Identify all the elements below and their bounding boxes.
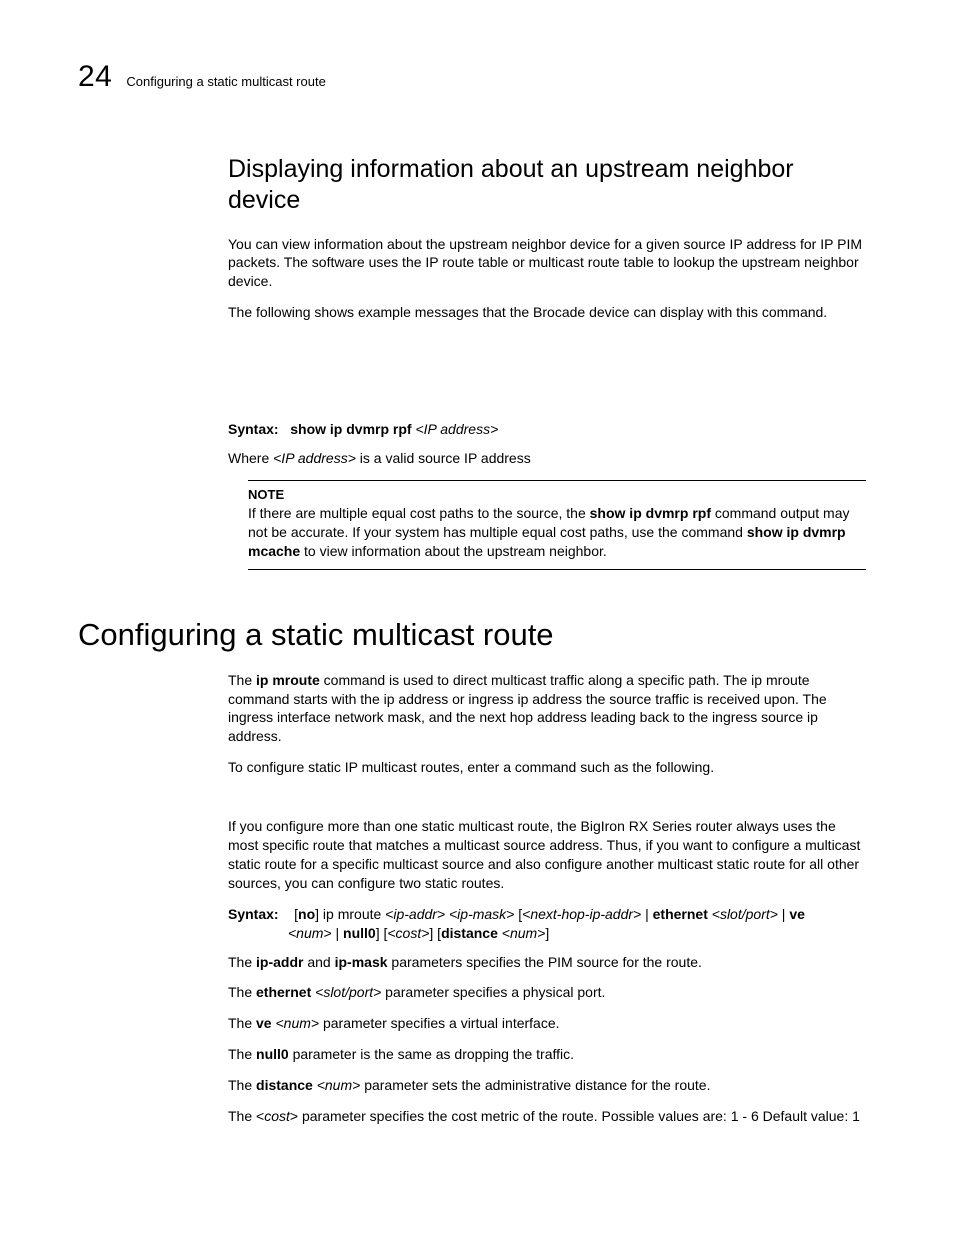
text: The [228, 1077, 256, 1093]
running-title: Configuring a static multicast route [126, 74, 325, 89]
paragraph: The distance <num> parameter sets the ad… [228, 1076, 866, 1095]
kw: ve [256, 1015, 272, 1031]
kw: distance [256, 1077, 313, 1093]
text: is a valid source IP address [356, 450, 531, 466]
note-label: NOTE [248, 487, 866, 502]
text: <IP address> [273, 450, 356, 466]
arg: <slot/port> [315, 984, 381, 1000]
paragraph: To configure static IP multicast routes,… [228, 758, 866, 777]
paragraph: The <cost> parameter specifies the cost … [228, 1107, 866, 1126]
text: parameters specifies the PIM source for … [388, 954, 702, 970]
section-heading-main: Configuring a static multicast route [78, 616, 876, 653]
arg: <ip-addr> [385, 906, 445, 922]
text [282, 906, 290, 922]
arg: <ip-mask> [449, 906, 514, 922]
text: parameter specifies a physical port. [381, 984, 605, 1000]
text: If there are multiple equal cost paths t… [248, 505, 590, 521]
syntax-label: Syntax: [228, 421, 279, 437]
arg: <num> [317, 1077, 361, 1093]
text: Where [228, 450, 273, 466]
chapter-number: 24 [78, 60, 112, 94]
text: The < [228, 1108, 264, 1124]
cmd: ip mroute [256, 672, 320, 688]
text: ] ip mroute [315, 906, 385, 922]
text: ] [545, 925, 549, 941]
paragraph: The following shows example messages tha… [228, 303, 866, 322]
text: > parameter specifies the cost metric of… [290, 1108, 860, 1124]
kw: ip-addr [256, 954, 303, 970]
arg: cost [264, 1108, 290, 1124]
paragraph: If you configure more than one static mu… [228, 817, 866, 893]
kw: distance [441, 925, 498, 941]
paragraph: You can view information about the upstr… [228, 235, 866, 292]
kw: no [298, 906, 315, 922]
text: The [228, 672, 256, 688]
arg: <num> [275, 1015, 319, 1031]
note-text: If there are multiple equal cost paths t… [248, 504, 866, 561]
syntax-label: Syntax: [228, 906, 279, 922]
text: The [228, 1046, 256, 1062]
kw: null0 [256, 1046, 289, 1062]
paragraph: The null0 parameter is the same as dropp… [228, 1045, 866, 1064]
syntax-cmd: show ip dvmrp rpf [290, 421, 411, 437]
paragraph: The ip mroute command is used to direct … [228, 671, 866, 747]
arg: <num> [502, 925, 546, 941]
text: ] [ [376, 925, 388, 941]
syntax-line: Syntax: show ip dvmrp rpf <IP address> [228, 420, 866, 439]
text: to view information about the upstream n… [300, 543, 607, 559]
paragraph: Where <IP address> is a valid source IP … [228, 449, 866, 468]
arg: <num> [288, 925, 332, 941]
kw: ethernet [653, 906, 708, 922]
section-static-mroute: The ip mroute command is used to direct … [228, 671, 866, 1126]
text: ] [ [429, 925, 441, 941]
syntax-line: Syntax: [ no] ip mroute <ip-addr> <ip-mas… [228, 905, 866, 943]
kw: ethernet [256, 984, 311, 1000]
syntax-arg: <IP address> [415, 421, 498, 437]
example-placeholder [228, 334, 866, 420]
paragraph: The ve <num> parameter specifies a virtu… [228, 1014, 866, 1033]
kw: ve [789, 906, 805, 922]
section-heading: Displaying information about an upstream… [228, 154, 866, 217]
text: parameter specifies a virtual interface. [319, 1015, 559, 1031]
text: The [228, 954, 256, 970]
text: | [332, 925, 343, 941]
section-upstream-neighbor: Displaying information about an upstream… [228, 154, 866, 570]
note-box: NOTE If there are multiple equal cost pa… [248, 480, 866, 570]
text: parameter sets the administrative distan… [360, 1077, 710, 1093]
text: parameter is the same as dropping the tr… [289, 1046, 574, 1062]
text: and [303, 954, 334, 970]
arg: <cost> [387, 925, 429, 941]
text: | [778, 906, 789, 922]
page: 24 Configuring a static multicast route … [0, 0, 954, 1235]
arg: <next-hop-ip-addr> [522, 906, 641, 922]
paragraph: The ethernet <slot/port> parameter speci… [228, 983, 866, 1002]
example-placeholder [228, 789, 866, 817]
running-header: 24 Configuring a static multicast route [78, 60, 876, 94]
cmd: show ip dvmrp rpf [590, 505, 711, 521]
kw: null0 [343, 925, 376, 941]
text: The [228, 984, 256, 1000]
text: | [641, 906, 652, 922]
paragraph: The ip-addr and ip-mask parameters speci… [228, 953, 866, 972]
kw: ip-mask [335, 954, 388, 970]
text: [ [514, 906, 522, 922]
arg: <slot/port> [712, 906, 778, 922]
text: The [228, 1015, 256, 1031]
